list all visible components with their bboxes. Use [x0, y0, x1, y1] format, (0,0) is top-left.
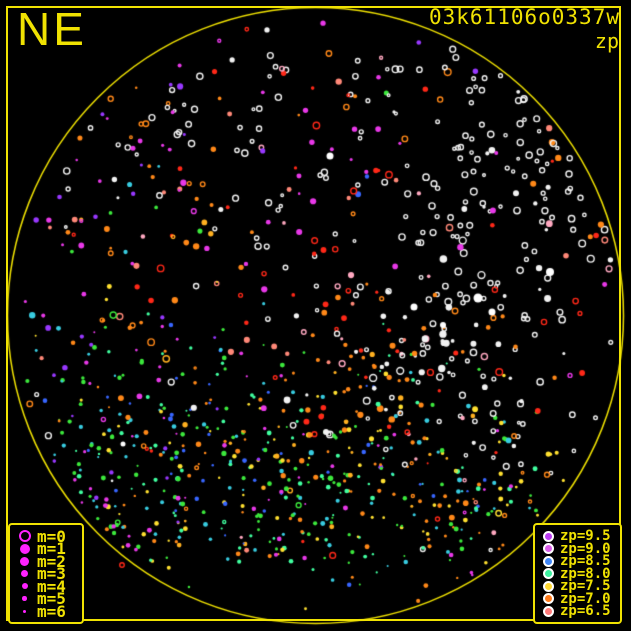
zp-legend-label: zp=8.0 — [560, 565, 611, 582]
zp-legend-row: zp=9.0 — [541, 540, 614, 557]
magnitude-symbol — [17, 556, 32, 566]
zp-legend-label: zp=7.0 — [560, 590, 611, 607]
magnitude-legend-row: m=1 — [17, 539, 75, 558]
magnitude-symbol — [17, 596, 32, 601]
observation-id-title: 03k61106o0337w — [428, 5, 620, 29]
zp-legend-label: zp=9.5 — [560, 528, 611, 544]
magnitude-legend-row: m=6 — [17, 602, 75, 621]
zp-legend-label: zp=8.5 — [560, 553, 611, 569]
magnitude-symbol — [17, 530, 32, 542]
magnitude-legend-row: m=5 — [17, 589, 75, 608]
zp-color-symbol — [541, 530, 556, 542]
view-direction-label: NE — [17, 3, 87, 55]
magnitude-legend-label: m=5 — [37, 589, 66, 608]
zp-color-symbol — [541, 543, 556, 554]
zp-color-symbol — [541, 580, 556, 592]
zp-legend-row: zp=7.0 — [541, 590, 614, 607]
zp-legend-row: zp=8.0 — [541, 565, 614, 582]
zp-legend-row: zp=7.5 — [541, 578, 614, 594]
magnitude-legend-label: m=2 — [37, 551, 66, 571]
zp-legend-label: zp=6.5 — [560, 603, 611, 619]
magnitude-legend: m=0 m=1 m=2 m=3 m=4 m=5 m=6 — [8, 523, 84, 624]
zp-color-symbol — [541, 593, 556, 604]
zp-legend-row: zp=6.5 — [541, 603, 614, 619]
zp-subtitle: zp — [594, 29, 619, 53]
magnitude-legend-row: m=0 — [17, 527, 75, 546]
magnitude-legend-row: m=2 — [17, 552, 75, 571]
magnitude-legend-label: m=4 — [37, 576, 66, 596]
magnitude-symbol — [17, 543, 32, 554]
zp-legend-row: zp=8.5 — [541, 553, 614, 569]
magnitude-legend-row: m=3 — [17, 564, 75, 583]
zp-color-legend: zp=9.5 zp=9.0 zp=8.5 zp=8.0 zp=7.5 zp=7.0 zp=6… — [533, 523, 622, 624]
magnitude-symbol — [17, 609, 32, 613]
magnitude-legend-label: m=6 — [37, 601, 66, 621]
magnitude-symbol — [17, 569, 32, 578]
magnitude-legend-label: m=0 — [37, 526, 66, 546]
zp-color-symbol — [541, 605, 556, 617]
zp-legend-label: zp=7.5 — [560, 578, 611, 594]
magnitude-legend-row: m=4 — [17, 577, 75, 596]
zp-legend-label: zp=9.0 — [560, 540, 611, 557]
zp-color-symbol — [541, 555, 556, 567]
magnitude-symbol — [17, 583, 32, 589]
magnitude-legend-label: m=3 — [37, 564, 66, 583]
zp-color-symbol — [541, 568, 556, 579]
zp-legend-row: zp=9.5 — [541, 528, 614, 544]
magnitude-legend-label: m=1 — [37, 539, 66, 558]
